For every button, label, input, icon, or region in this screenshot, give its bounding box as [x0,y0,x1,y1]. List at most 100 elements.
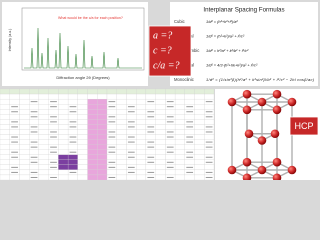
cell [155,124,166,130]
cell-content [186,126,194,128]
cell-content [166,146,174,148]
cell [97,124,108,130]
cell [58,98,69,105]
cell-content [30,131,38,133]
cell-content [147,176,155,178]
cell [136,169,147,176]
cell [194,159,205,165]
cell [174,93,185,100]
cell-content [30,161,38,163]
cell [174,124,185,130]
cell [19,149,30,155]
cell [106,109,117,115]
cell-content [127,171,135,173]
cell-content [205,171,213,173]
unknown: a =? [153,30,172,41]
cell [145,119,156,125]
cell [194,98,205,105]
cell [116,159,127,165]
cell [67,159,78,165]
cell [0,154,10,160]
cell [77,88,88,95]
cell [194,149,205,155]
cell [97,149,108,155]
cell [184,129,195,135]
cell-content [166,116,174,118]
cell [145,104,156,110]
unknowns-box: a =? c =? c/a =? [148,25,192,77]
cell-content [69,141,77,143]
cell [48,154,59,160]
hcp-label-bg [289,116,319,136]
cell-content [50,161,57,163]
cell [97,174,108,180]
cell [38,154,49,160]
cell [19,169,30,176]
cell [116,104,127,110]
cell [145,88,156,95]
cell-content [166,106,174,108]
cell [9,93,20,100]
cell [184,174,195,180]
cell [194,134,205,140]
cell [97,134,108,140]
cell-content [108,166,116,168]
cell [97,114,108,120]
cell-content [69,171,77,173]
cell [194,129,205,135]
atom [244,129,254,139]
cell [204,93,215,100]
cell [116,93,127,100]
cell [174,119,185,125]
cell [174,88,185,95]
cell [0,124,10,130]
cell [38,144,49,150]
cell-content [186,106,194,108]
cell-content [108,161,116,163]
cell [77,134,88,140]
cell [67,144,78,150]
cell-content [205,131,213,133]
hcp-label: HCP [294,121,313,131]
cell [67,114,78,120]
cell [204,134,215,140]
cell [194,154,205,160]
cell [204,88,215,95]
cell-content [127,126,135,128]
atom [287,165,297,175]
cell [116,119,127,125]
cell [184,98,195,105]
cell [97,129,108,135]
atom [272,157,282,167]
cell [174,144,185,150]
cell-content [30,171,38,173]
cell [87,109,98,115]
formula: 1/d² = (h²+k²)/a² + l²/c² [206,34,245,39]
cell [77,114,88,120]
cell [58,88,69,95]
cell [87,154,98,160]
cell-content [186,111,194,113]
cell-content [108,176,116,178]
cell [97,109,108,115]
cell [174,149,185,155]
cell [87,139,98,145]
cell [155,114,166,120]
cell [174,159,185,165]
cell [87,174,98,180]
atom [242,89,252,99]
cell [184,144,195,150]
cell [155,139,166,145]
cell-content [186,136,194,138]
cell-content [69,136,77,138]
cell [87,129,98,135]
cell [194,114,205,120]
cell [155,169,166,176]
thumbnail: What would be the c/a for each position?… [0,0,320,180]
cell [116,139,127,145]
cell [19,164,30,171]
cell-content [127,136,135,138]
cell-content [127,156,135,158]
cell [9,144,20,150]
cell-content [147,111,155,113]
